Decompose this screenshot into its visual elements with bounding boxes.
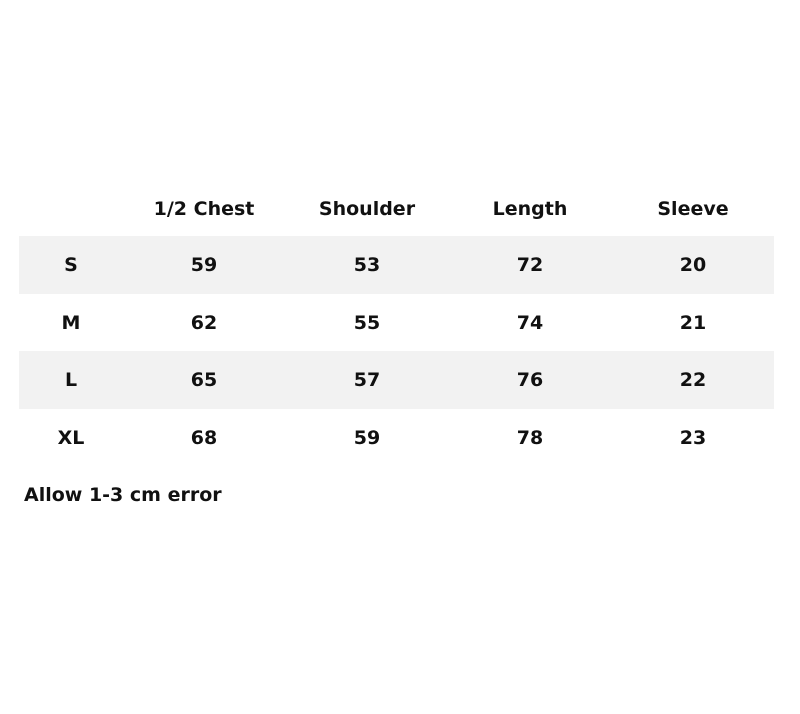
shoulder-cell: 59	[353, 427, 381, 449]
table-row: XL 68 59 78 23	[19, 409, 774, 467]
size-cell: L	[64, 369, 78, 391]
header-shoulder: Shoulder	[318, 198, 416, 220]
length-cell: 74	[516, 312, 544, 334]
sleeve-cell: 23	[679, 427, 707, 449]
chest-cell: 62	[190, 312, 218, 334]
length-cell: 72	[516, 254, 544, 276]
table-row: S 59 53 72 20	[19, 236, 774, 294]
sleeve-cell: 21	[679, 312, 707, 334]
shoulder-cell: 55	[353, 312, 381, 334]
header-chest: 1/2 Chest	[153, 198, 255, 220]
chest-cell: 65	[190, 369, 218, 391]
chest-cell: 59	[190, 254, 218, 276]
chest-cell: 68	[190, 427, 218, 449]
size-cell: M	[61, 312, 81, 334]
tolerance-note: Allow 1-3 cm error	[24, 484, 222, 506]
header-sleeve: Sleeve	[657, 198, 729, 220]
sleeve-cell: 20	[679, 254, 707, 276]
shoulder-cell: 57	[353, 369, 381, 391]
sleeve-cell: 22	[679, 369, 707, 391]
size-cell: S	[64, 254, 78, 276]
length-cell: 76	[516, 369, 544, 391]
header-size	[1, 180, 141, 238]
table-header: 1/2 Chest Shoulder Length Sleeve	[19, 180, 774, 238]
table-row: M 62 55 74 21	[19, 294, 774, 352]
table-row: L 65 57 76 22	[19, 351, 774, 409]
header-length: Length	[492, 198, 568, 220]
length-cell: 78	[516, 427, 544, 449]
size-cell: XL	[57, 427, 85, 449]
shoulder-cell: 53	[353, 254, 381, 276]
